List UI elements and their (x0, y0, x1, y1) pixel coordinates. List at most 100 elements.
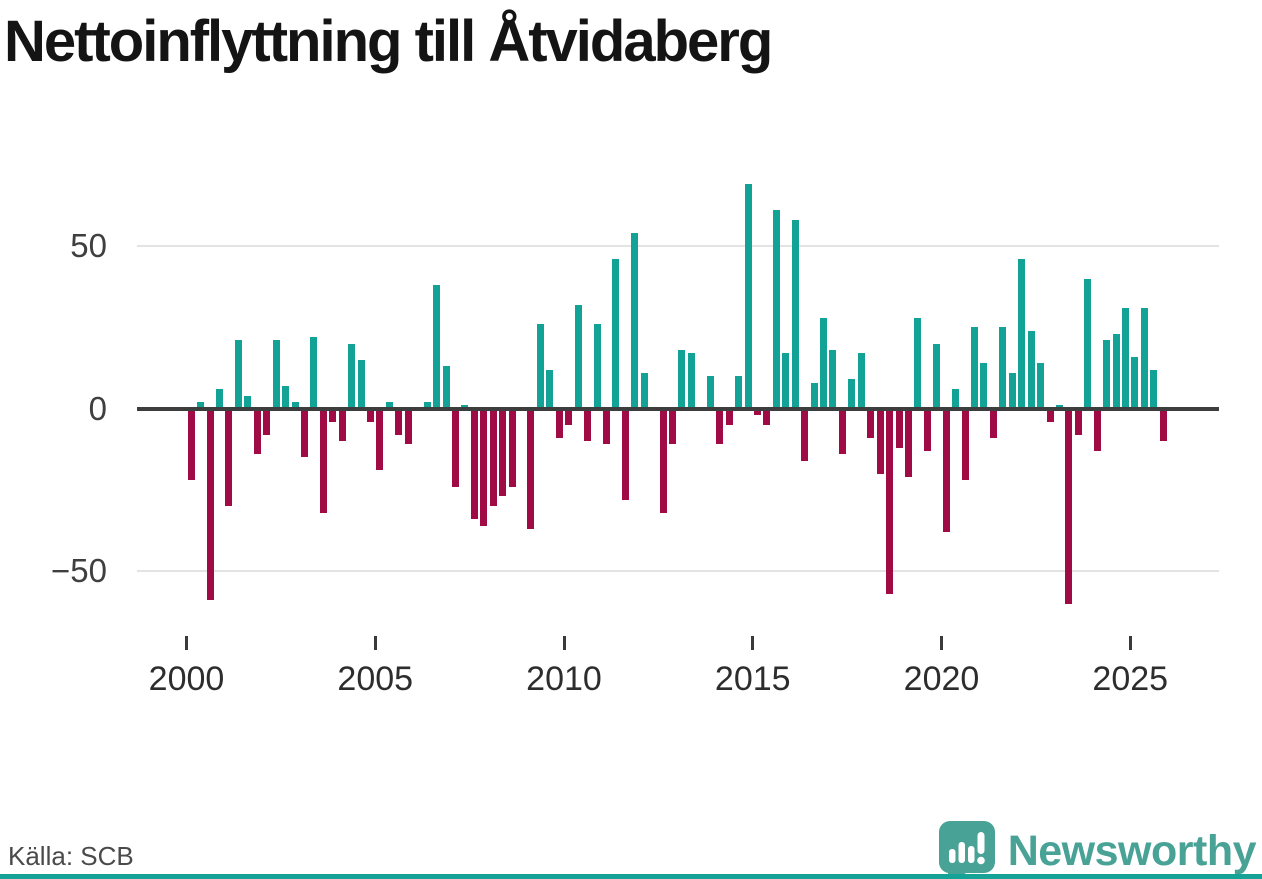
bar-2005-q1 (376, 408, 384, 471)
bar-2002-q4 (291, 402, 299, 409)
bar-2016-q2 (801, 408, 809, 461)
bar-2011-q3 (621, 408, 629, 500)
bar-2000-q2 (197, 402, 205, 409)
bar-2018-q1 (867, 408, 875, 438)
bar-2021-q2 (989, 408, 997, 438)
bar-2011-q1 (602, 408, 610, 445)
bar-2011-q2 (612, 259, 620, 409)
bar-2007-q3 (470, 408, 478, 519)
bar-2015-q4 (782, 353, 790, 409)
gridline-y-50 (137, 245, 1219, 247)
bar-2001-q3 (244, 395, 252, 409)
bar-2022-q2 (1027, 330, 1035, 409)
bar-2014-q2 (725, 408, 733, 425)
x-axis-label-2020: 2020 (903, 660, 980, 698)
bar-2009-q4 (555, 408, 563, 438)
x-axis-label-2005: 2005 (337, 660, 414, 698)
bar-2010-q1 (565, 408, 573, 425)
bar-2025-q3 (1150, 369, 1158, 409)
bar-2009-q2 (536, 324, 544, 409)
bar-2013-q4 (706, 376, 714, 409)
bar-2023-q4 (1084, 278, 1092, 409)
bar-2018-q4 (895, 408, 903, 448)
x-axis-label-2000: 2000 (148, 660, 225, 698)
y-axis-label-50: 50 (70, 227, 107, 264)
bar-2013-q1 (678, 350, 686, 409)
bar-2025-q2 (1140, 307, 1148, 409)
bar-2002-q1 (263, 408, 271, 435)
bar-2016-q3 (810, 382, 818, 409)
newsworthy-brand: Newsworthy (938, 820, 1257, 879)
page-title: Nettoinflyttning till Åtvidaberg (4, 9, 773, 74)
bar-2003-q2 (310, 337, 318, 409)
bar-2009-q3 (546, 369, 554, 409)
bar-2008-q2 (499, 408, 507, 497)
bar-2000-q1 (187, 408, 195, 480)
bar-2007-q4 (480, 408, 488, 526)
bar-2023-q3 (1074, 408, 1082, 435)
x-axis-label-2010: 2010 (526, 660, 602, 698)
bar-2025-q4 (1159, 408, 1167, 441)
bar-2005-q3 (395, 408, 403, 435)
bar-2004-q3 (357, 359, 365, 409)
bar-2019-q3 (923, 408, 931, 451)
x-tick-2000 (185, 636, 188, 650)
bar-2008-q1 (489, 408, 497, 506)
bar-2003-q4 (329, 408, 337, 422)
bar-2014-q4 (744, 184, 752, 409)
bar-2007-q1 (451, 408, 459, 487)
bar-2005-q2 (385, 402, 393, 409)
bar-2001-q2 (234, 340, 242, 409)
bar-2000-q4 (216, 389, 224, 409)
bar-2004-q1 (338, 408, 346, 441)
bar-2020-q4 (971, 327, 979, 409)
bar-2018-q2 (876, 408, 884, 474)
bar-2024-q1 (1093, 408, 1101, 451)
bar-2010-q4 (593, 324, 601, 409)
bar-2020-q3 (961, 408, 969, 480)
bar-2004-q2 (348, 343, 356, 409)
bar-2006-q4 (442, 366, 450, 409)
x-tick-2020 (940, 636, 943, 650)
bar-2015-q2 (763, 408, 771, 425)
bar-2009-q1 (527, 408, 535, 529)
bar-2020-q2 (952, 389, 960, 409)
bar-2021-q3 (999, 327, 1007, 409)
bar-2019-q4 (933, 343, 941, 409)
bar-2022-q3 (1037, 363, 1045, 409)
bar-2002-q2 (272, 340, 280, 409)
bar-2023-q2 (1065, 408, 1073, 604)
x-axis-zero-line (137, 406, 1219, 411)
bar-2001-q4 (253, 408, 261, 454)
x-tick-2005 (373, 636, 377, 650)
bar-2012-q1 (640, 372, 648, 409)
bar-2024-q3 (1112, 333, 1120, 409)
bar-2017-q2 (838, 408, 846, 454)
bar-2017-q3 (848, 379, 856, 409)
x-axis-label-2015: 2015 (714, 660, 791, 698)
bar-2020-q1 (942, 408, 950, 532)
newsworthy-logo-icon (938, 820, 996, 879)
bar-2013-q2 (687, 353, 695, 409)
x-tick-2015 (751, 636, 755, 650)
bar-2017-q1 (829, 350, 837, 409)
bar-2021-q4 (1008, 372, 1016, 409)
bar-2019-q1 (904, 408, 912, 477)
bar-2015-q3 (772, 210, 780, 409)
x-tick-2010 (562, 636, 566, 650)
source-label: Källa: SCB (8, 841, 134, 871)
bar-2014-q3 (735, 376, 743, 409)
bar-2017-q4 (857, 353, 865, 409)
bar-2015-q1 (753, 408, 761, 415)
bar-2003-q1 (300, 408, 308, 458)
bar-2025-q1 (1131, 356, 1139, 409)
bar-2024-q2 (1103, 340, 1111, 409)
bar-2001-q1 (225, 408, 233, 506)
bar-2012-q4 (669, 408, 677, 445)
bar-2016-q1 (791, 220, 799, 409)
bar-2006-q2 (423, 402, 431, 409)
bar-2024-q4 (1122, 307, 1130, 409)
bar-2010-q2 (574, 304, 582, 409)
